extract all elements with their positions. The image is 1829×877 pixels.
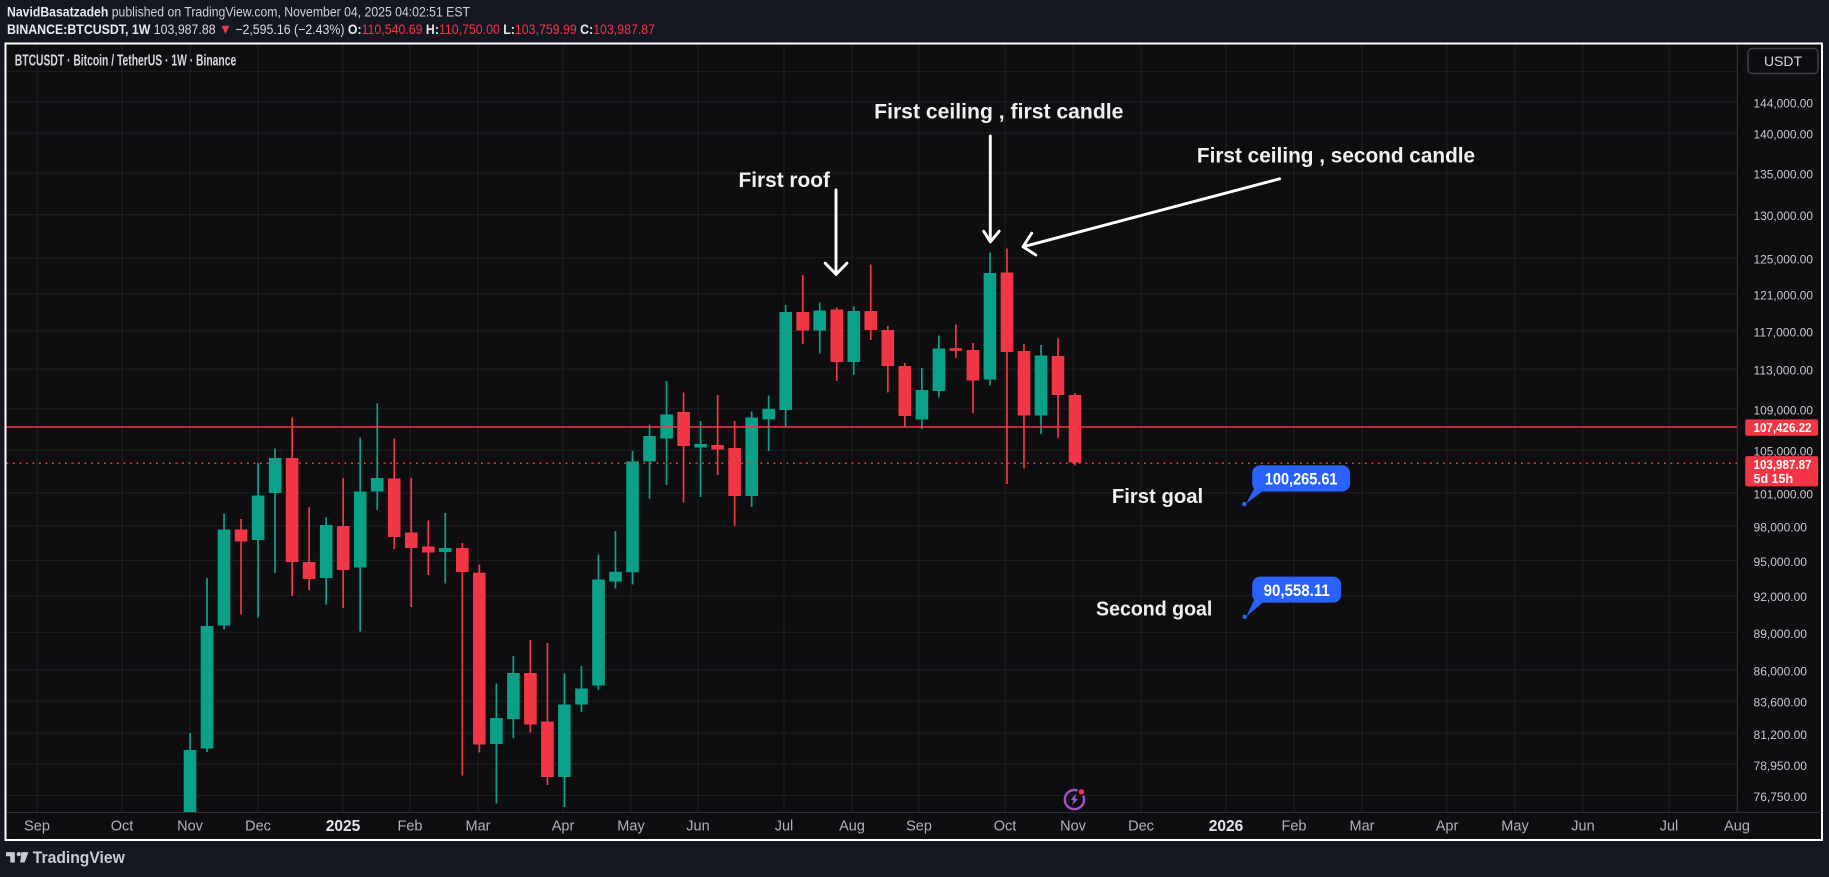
svg-text:Jun: Jun [686,819,709,835]
svg-text:135,000.00: 135,000.00 [1754,168,1814,182]
svg-text:First ceiling , first candle: First ceiling , first candle [874,101,1123,124]
svg-text:Sep: Sep [24,819,50,835]
svg-text:86,000.00: 86,000.00 [1754,665,1808,679]
svg-text:140,000.00: 140,000.00 [1754,128,1814,142]
svg-text:121,000.00: 121,000.00 [1754,288,1814,302]
svg-text:Dec: Dec [245,819,271,835]
svg-text:TradingView: TradingView [33,848,126,867]
svg-text:83,600.00: 83,600.00 [1754,696,1808,710]
svg-text:107,426.22: 107,426.22 [1754,421,1812,435]
svg-text:98,000.00: 98,000.00 [1754,521,1808,535]
svg-text:Nov: Nov [1060,819,1087,835]
svg-text:130,000.00: 130,000.00 [1754,209,1814,223]
svg-text:NavidBasatzadeh published on T: NavidBasatzadeh published on TradingView… [7,5,470,20]
svg-text:Feb: Feb [1282,819,1307,835]
svg-text:Apr: Apr [1436,819,1459,835]
svg-text:USDT: USDT [1764,53,1803,69]
svg-text:113,000.00: 113,000.00 [1754,364,1814,378]
svg-text:2026: 2026 [1209,818,1244,835]
svg-text:90,558.11: 90,558.11 [1264,582,1330,600]
svg-text:76,750.00: 76,750.00 [1754,790,1808,804]
svg-text:Apr: Apr [552,819,575,835]
svg-text:Second goal: Second goal [1096,599,1212,621]
svg-text:Mar: Mar [466,819,491,835]
svg-text:92,000.00: 92,000.00 [1754,590,1808,604]
svg-text:Oct: Oct [994,819,1017,835]
svg-text:Aug: Aug [1724,819,1750,835]
svg-text:100,265.61: 100,265.61 [1265,471,1338,489]
svg-text:105,000.00: 105,000.00 [1754,445,1814,459]
svg-text:May: May [617,819,645,835]
svg-text:78,950.00: 78,950.00 [1754,759,1808,773]
svg-text:81,200.00: 81,200.00 [1754,728,1808,742]
svg-text:First goal: First goal [1112,486,1203,508]
svg-text:109,000.00: 109,000.00 [1754,403,1814,417]
svg-text:101,000.00: 101,000.00 [1754,487,1814,501]
svg-text:Sep: Sep [906,819,932,835]
svg-text:Jun: Jun [1571,819,1594,835]
svg-text:89,000.00: 89,000.00 [1754,627,1808,641]
svg-text:144,000.00: 144,000.00 [1754,97,1814,111]
svg-text:103,987.87: 103,987.87 [1754,458,1812,472]
svg-text:Dec: Dec [1128,819,1154,835]
svg-text:First ceiling , second candle: First ceiling , second candle [1197,145,1475,168]
svg-text:95,000.00: 95,000.00 [1754,555,1808,569]
svg-text:5d 15h: 5d 15h [1754,472,1794,486]
svg-text:125,000.00: 125,000.00 [1754,252,1814,266]
svg-text:Jul: Jul [775,819,794,835]
svg-text:Oct: Oct [111,819,134,835]
svg-text:Mar: Mar [1350,819,1375,835]
svg-text:First roof: First roof [739,169,831,192]
svg-text:Nov: Nov [177,819,204,835]
svg-text:Jul: Jul [1660,819,1679,835]
svg-text:May: May [1501,819,1529,835]
svg-text:BINANCE:BTCUSDT, 1W 103,987.88: BINANCE:BTCUSDT, 1W 103,987.88 ▼ −2,595.… [7,22,655,38]
svg-text:BTCUSDT · Bitcoin / TetherUS ·: BTCUSDT · Bitcoin / TetherUS · 1W · Bina… [15,53,236,70]
svg-text:117,000.00: 117,000.00 [1754,325,1814,339]
svg-text:Aug: Aug [839,819,865,835]
svg-text:Feb: Feb [398,819,423,835]
svg-text:2025: 2025 [326,818,361,835]
